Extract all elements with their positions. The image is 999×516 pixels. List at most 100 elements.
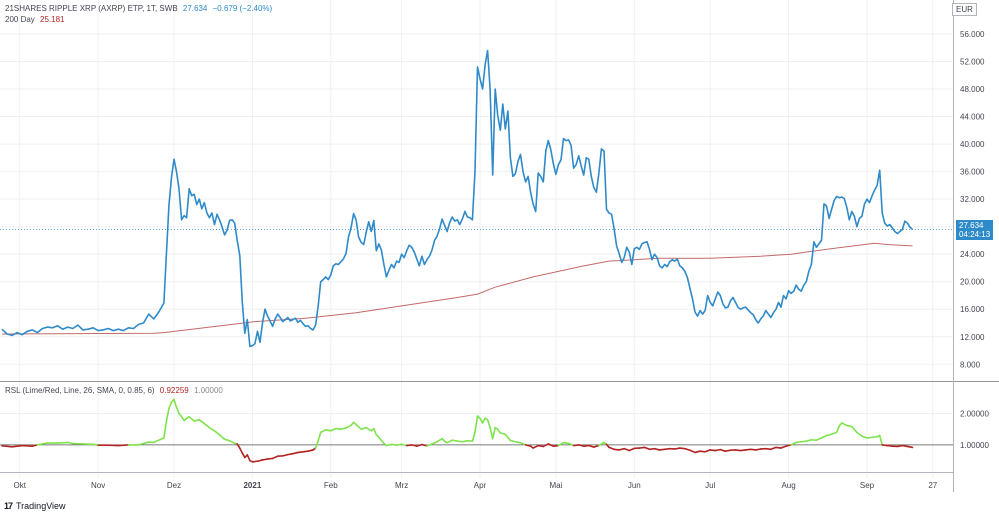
rsl-segment	[365, 426, 373, 432]
rsl-segment	[499, 432, 507, 436]
rsl-segment	[618, 447, 625, 451]
rsl-segment	[474, 415, 479, 434]
rsl-segment	[400, 443, 408, 447]
rsl-segment	[355, 423, 362, 431]
branding-text: TradingView	[16, 501, 66, 511]
rsl-segment	[395, 443, 403, 447]
rsl-segment	[21, 444, 34, 447]
time-axis-label: 2021	[243, 481, 261, 490]
time-axis-label: Nov	[91, 481, 105, 490]
rsl-segment	[906, 445, 914, 449]
price-axis-label: 8.000	[960, 360, 981, 369]
rsl-segment	[800, 440, 808, 443]
rsl-segment	[524, 444, 532, 447]
rsl-segment	[436, 437, 443, 443]
rsl-segment	[373, 427, 378, 436]
rsl-segment	[486, 419, 491, 429]
rsl-segment	[623, 447, 631, 452]
rsl-segment	[845, 424, 853, 428]
rsl-segment	[340, 427, 347, 431]
rsl-segment	[137, 441, 150, 446]
price-axis-label: 56.000	[960, 30, 985, 39]
rsl-segment	[878, 434, 883, 446]
last-price-tag: 27.634 04:24:13	[956, 220, 994, 240]
rsl-segment	[709, 449, 717, 452]
rsl-segment	[314, 440, 319, 449]
rsl-segment	[724, 449, 732, 452]
rsl-legend: RSL (Lime/Red, Line, 26, SMA, 0, 0.85, 6…	[5, 386, 226, 395]
time-axis-label: Jun	[628, 481, 641, 490]
rsl-segment	[1, 445, 13, 448]
price-axis-label: 52.000	[960, 57, 985, 66]
time-axis-label: 27	[928, 481, 937, 490]
rsl-segment	[491, 426, 497, 440]
rsl-segment	[471, 431, 476, 442]
rsl-segment	[421, 443, 428, 447]
rsl-segment	[673, 447, 681, 450]
rsl-segment	[532, 444, 540, 449]
ma-legend: 200 Day 25.181	[5, 15, 68, 24]
time-axis-label: Dez	[167, 481, 181, 490]
rsl-segment	[694, 450, 701, 454]
rsl-segment	[567, 442, 575, 447]
rsl-segment	[117, 444, 130, 447]
rsl-segment	[415, 443, 423, 447]
rsl-segment	[218, 434, 226, 441]
time-axis-label: Feb	[324, 481, 338, 490]
currency-badge[interactable]: EUR	[952, 3, 977, 16]
rsl-segment	[805, 439, 813, 442]
price-axis-label: 40.000	[960, 140, 985, 149]
rsl-segment	[537, 444, 545, 448]
rsl-segment	[251, 460, 259, 463]
ma-200-line	[1, 242, 913, 335]
time-axis-label: Sep	[860, 481, 875, 490]
rsl-axis-label: 2.00000	[960, 410, 989, 419]
rsl-segment	[542, 443, 550, 448]
rsl-segment	[266, 457, 274, 460]
rsl-segment	[307, 449, 314, 452]
branding[interactable]: 17 TradingView	[4, 501, 66, 511]
rsl-segment	[158, 437, 165, 441]
rsl-segment	[547, 443, 555, 447]
rsl-segment	[319, 429, 327, 434]
rsl-segment	[861, 435, 868, 439]
price-axis-label: 16.000	[960, 305, 985, 314]
rsl-segment	[317, 431, 322, 442]
rsl-segment	[628, 447, 636, 452]
ma-value: 25.181	[40, 15, 65, 24]
rsl-segment	[509, 439, 517, 443]
rsl-segment	[261, 458, 269, 461]
rsl-segment	[795, 440, 803, 444]
rsl-segment	[213, 429, 221, 436]
rsl-segment	[41, 442, 49, 445]
rsl-segment	[36, 443, 44, 446]
rsl-segment	[519, 441, 527, 446]
rsl-segment	[405, 444, 413, 447]
rsl-segment	[165, 407, 170, 423]
rsl-segment	[324, 429, 332, 432]
rsl-segment	[881, 444, 889, 447]
rsl-segment	[719, 448, 727, 452]
rsl-segment	[175, 406, 180, 415]
rsl-segment	[330, 427, 337, 432]
rsl-segment	[223, 438, 231, 442]
price-axis-label: 48.000	[960, 85, 985, 94]
rsl-segment	[228, 440, 236, 445]
rsl-segment	[754, 448, 762, 451]
rsl-segment	[830, 431, 838, 436]
symbol-title: 21SHARES RIPPLE XRP (AXRP) ETP, 1T, SWB	[5, 4, 178, 13]
rsl-segment	[56, 441, 69, 444]
price-axis-label: 32.000	[960, 195, 985, 204]
rsl-segment	[896, 444, 904, 448]
rsl-segment	[815, 437, 823, 441]
rsl-segment	[871, 435, 878, 439]
rsl-segment	[203, 422, 211, 429]
rsl-segment	[410, 444, 418, 447]
rsl-segment	[390, 443, 398, 447]
rsl-segment	[11, 444, 24, 448]
rsl-segment	[173, 398, 178, 409]
rsl-segment	[648, 447, 656, 451]
rsl-segment	[684, 447, 691, 452]
rsl-segment	[572, 444, 580, 447]
